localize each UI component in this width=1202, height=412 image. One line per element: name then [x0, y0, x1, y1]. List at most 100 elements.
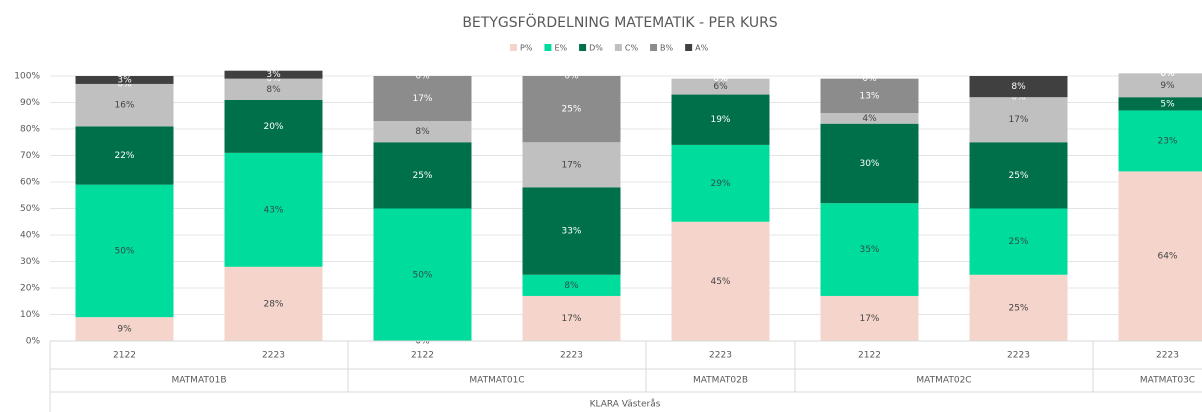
x-tick-label: 2223 — [1007, 351, 1030, 361]
value-label: 25% — [561, 105, 581, 115]
bar-segment — [522, 142, 621, 188]
value-label: 28% — [263, 299, 283, 309]
bar-segment — [671, 94, 770, 145]
bar-segment — [75, 126, 174, 185]
value-label: 8% — [564, 281, 579, 291]
legend-label: A% — [695, 44, 708, 53]
bar-segment — [75, 76, 174, 84]
bar-segment — [1118, 97, 1202, 111]
bar-segment — [671, 144, 770, 222]
bar-segment — [969, 76, 1068, 98]
bar-segment — [969, 274, 1068, 341]
value-label: 29% — [710, 179, 730, 189]
bar-segment — [1118, 110, 1202, 172]
group-label: MATMAT03C — [1140, 376, 1195, 386]
legend-swatch — [685, 44, 693, 51]
bar-segment — [373, 142, 472, 209]
value-label: 8% — [1011, 82, 1026, 92]
bar-segment — [224, 99, 323, 153]
value-label: 50% — [412, 270, 432, 280]
x-tick-label: 2223 — [709, 351, 732, 361]
x-tick-label: 2223 — [1156, 351, 1179, 361]
bar-segment — [373, 121, 472, 143]
value-label: 30% — [859, 159, 879, 169]
bar-segment — [820, 78, 919, 114]
value-label: 0% — [713, 74, 728, 84]
value-label: 3% — [266, 70, 281, 80]
value-label: 45% — [710, 277, 730, 287]
bar-segment — [373, 208, 472, 341]
bar-segment — [969, 97, 1068, 143]
value-label: 25% — [1008, 171, 1028, 181]
value-label: 33% — [561, 227, 581, 237]
bar-segment — [522, 274, 621, 296]
bar-segment — [224, 152, 323, 267]
y-tick-label: 100% — [14, 72, 40, 82]
outer-group-label: KLARA Västerås — [590, 399, 661, 410]
value-label: 3% — [117, 75, 132, 85]
bar-segment — [522, 187, 621, 275]
value-label: 20% — [263, 122, 283, 132]
value-label: 17% — [412, 94, 432, 104]
y-tick-label: 80% — [20, 125, 40, 135]
bar-segment — [820, 295, 919, 341]
y-tick-label: 50% — [20, 204, 40, 214]
legend-swatch — [510, 44, 517, 51]
legend-label: B% — [660, 44, 673, 53]
value-label: 17% — [561, 160, 581, 170]
group-label: MATMAT02B — [693, 376, 748, 386]
bar-segment — [969, 142, 1068, 209]
value-label: 64% — [1157, 252, 1177, 262]
value-label: 0% — [862, 74, 877, 84]
value-label: 0% — [1011, 93, 1026, 103]
value-label: 35% — [859, 245, 879, 255]
value-label: 9% — [1160, 81, 1175, 91]
value-label: 23% — [1157, 136, 1177, 146]
y-tick-label: 30% — [20, 257, 40, 267]
value-label: 19% — [710, 115, 730, 125]
x-tick-label: 2122 — [411, 351, 434, 361]
value-label: 16% — [114, 101, 134, 111]
bar-segment — [522, 295, 621, 341]
group-label: MATMAT01B — [171, 376, 226, 386]
value-label: 0% — [117, 79, 132, 89]
legend-swatch — [614, 44, 622, 51]
group-label: MATMAT01C — [469, 376, 524, 386]
legend-swatch — [579, 44, 587, 51]
value-label: 8% — [266, 85, 281, 95]
value-label: 25% — [1008, 237, 1028, 247]
value-label: 6% — [713, 82, 728, 92]
bar-segment — [75, 83, 174, 127]
bar-segment — [224, 266, 323, 341]
bar-segment — [671, 78, 770, 95]
chart-title: BETYGSFÖRDELNING MATEMATIK - PER KURS — [462, 13, 777, 31]
value-label: 22% — [114, 151, 134, 161]
value-label: 43% — [263, 205, 283, 215]
bar-segment — [820, 123, 919, 204]
value-label: 13% — [859, 91, 879, 101]
value-label: 0% — [266, 74, 281, 84]
x-tick-label: 2122 — [113, 351, 136, 361]
y-tick-label: 0% — [26, 337, 41, 347]
bar-segment — [1118, 73, 1202, 98]
bar-segment — [1118, 171, 1202, 341]
value-label: 0% — [1160, 69, 1175, 79]
bar-segment — [75, 317, 174, 341]
x-tick-label: 2223 — [560, 351, 583, 361]
value-label: 17% — [1008, 115, 1028, 125]
value-label: 0% — [1160, 69, 1175, 79]
bar-segment — [224, 78, 323, 100]
x-tick-label: 2223 — [262, 351, 285, 361]
y-tick-label: 60% — [20, 178, 40, 188]
legend-label: D% — [589, 44, 603, 53]
value-label: 50% — [114, 246, 134, 256]
legend-swatch — [544, 44, 552, 51]
bar-segment — [522, 76, 621, 143]
bar-segment — [820, 203, 919, 296]
bar-segment — [75, 184, 174, 318]
value-label: 4% — [862, 114, 877, 124]
y-tick-label: 90% — [20, 98, 40, 108]
legend-label: C% — [625, 44, 639, 53]
